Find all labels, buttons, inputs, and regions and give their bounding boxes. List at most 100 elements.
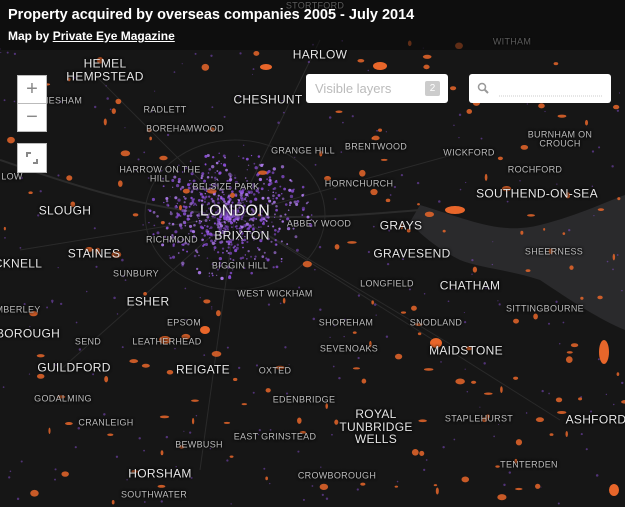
map-dot xyxy=(235,227,238,230)
map-dot xyxy=(172,244,175,248)
map-dot xyxy=(166,370,174,375)
map-dot xyxy=(226,346,229,349)
map-dot xyxy=(244,254,247,256)
map-dot xyxy=(190,190,194,194)
place-label: SLOUGH xyxy=(38,203,92,218)
map-dot xyxy=(535,483,541,489)
map-dot xyxy=(181,63,183,65)
layers-label: Visible layers xyxy=(315,81,392,96)
map-dot xyxy=(226,228,230,232)
map-dot xyxy=(274,238,277,242)
map-dot xyxy=(246,208,248,211)
map-dot xyxy=(393,185,397,189)
map-dot xyxy=(526,103,528,105)
map-dot xyxy=(301,185,305,189)
map-dot xyxy=(66,175,73,181)
map-dot xyxy=(168,255,170,257)
credit: Map by Private Eye Magazine xyxy=(8,29,175,43)
map-dot xyxy=(223,215,226,217)
map-dot xyxy=(372,135,380,141)
map-dot xyxy=(157,484,166,488)
place-label: LOW xyxy=(1,171,23,182)
map-dot xyxy=(275,265,279,269)
map-dot xyxy=(219,224,223,228)
map-dot xyxy=(277,121,280,125)
map-dot xyxy=(548,248,554,254)
map-dot xyxy=(159,336,171,344)
map-dot xyxy=(275,208,278,212)
map-dot xyxy=(222,154,226,158)
map-dot xyxy=(262,230,265,233)
map-dot xyxy=(549,433,554,436)
map-dot xyxy=(247,230,250,232)
map-dot xyxy=(491,263,494,266)
map-dot xyxy=(324,176,332,181)
place-label: WICKFORD xyxy=(443,147,495,158)
map-dot xyxy=(185,166,188,170)
map-dot xyxy=(187,183,191,187)
fullscreen[interactable] xyxy=(17,143,47,173)
map-dot xyxy=(215,274,218,277)
map-dot xyxy=(240,231,244,235)
map-dot xyxy=(65,422,73,426)
map-dot xyxy=(227,252,230,254)
map-dot xyxy=(211,272,214,275)
map-dot xyxy=(199,297,201,299)
map-dot xyxy=(279,218,281,221)
map-dot xyxy=(211,199,215,203)
map-dot xyxy=(247,250,250,253)
map-dot xyxy=(13,52,17,56)
map-dot xyxy=(211,241,216,245)
map-dot xyxy=(183,430,185,432)
map-dot xyxy=(199,225,203,229)
map-dot xyxy=(234,249,238,253)
map-dot xyxy=(9,470,12,473)
place-label: SOUTHWATER xyxy=(121,489,187,500)
map-dot xyxy=(595,474,599,477)
map-dot xyxy=(333,324,336,327)
map-dot xyxy=(248,224,252,228)
map-dot xyxy=(422,54,432,59)
fullscreen-icon xyxy=(26,152,38,164)
zoom-out[interactable]: − xyxy=(17,103,47,132)
map-dot xyxy=(177,171,180,173)
map-dot xyxy=(520,144,529,150)
map-dot xyxy=(189,431,192,434)
map-dot xyxy=(435,487,439,495)
place-label: HORSHAM xyxy=(128,466,192,481)
map-dot xyxy=(389,194,392,196)
credit-link[interactable]: Private Eye Magazine xyxy=(52,29,175,43)
map-dot xyxy=(369,340,372,348)
map-dot xyxy=(174,230,178,234)
map-dot xyxy=(96,57,104,64)
map-dot xyxy=(169,196,171,198)
map-dot xyxy=(209,127,215,132)
map-dot xyxy=(206,225,209,228)
map-dot xyxy=(46,306,49,309)
map-dot xyxy=(250,207,253,211)
map-dot xyxy=(458,136,460,139)
map-dot xyxy=(338,376,341,380)
map-dot xyxy=(177,177,181,181)
search-box[interactable] xyxy=(469,74,611,103)
map-dot xyxy=(463,312,465,314)
map-dot xyxy=(113,296,116,300)
zoom-in[interactable]: + xyxy=(17,75,47,104)
map-dot xyxy=(20,460,23,463)
map-dot xyxy=(3,226,6,231)
map-dot xyxy=(190,196,193,200)
map-dot xyxy=(258,164,261,166)
map-dot xyxy=(272,191,274,193)
map-dot xyxy=(259,203,263,207)
map-dot xyxy=(461,476,470,483)
map-dot xyxy=(0,52,2,54)
place-label: CHESHUNT xyxy=(233,92,303,107)
map-dot xyxy=(280,165,285,169)
map-dot xyxy=(215,183,219,187)
map-dot xyxy=(178,205,182,211)
map-dot xyxy=(171,178,175,182)
layers-dropdown[interactable]: Visible layers 2 xyxy=(306,74,448,103)
map-dot xyxy=(218,256,223,261)
map-dot xyxy=(207,202,211,205)
map-dot xyxy=(245,196,247,199)
